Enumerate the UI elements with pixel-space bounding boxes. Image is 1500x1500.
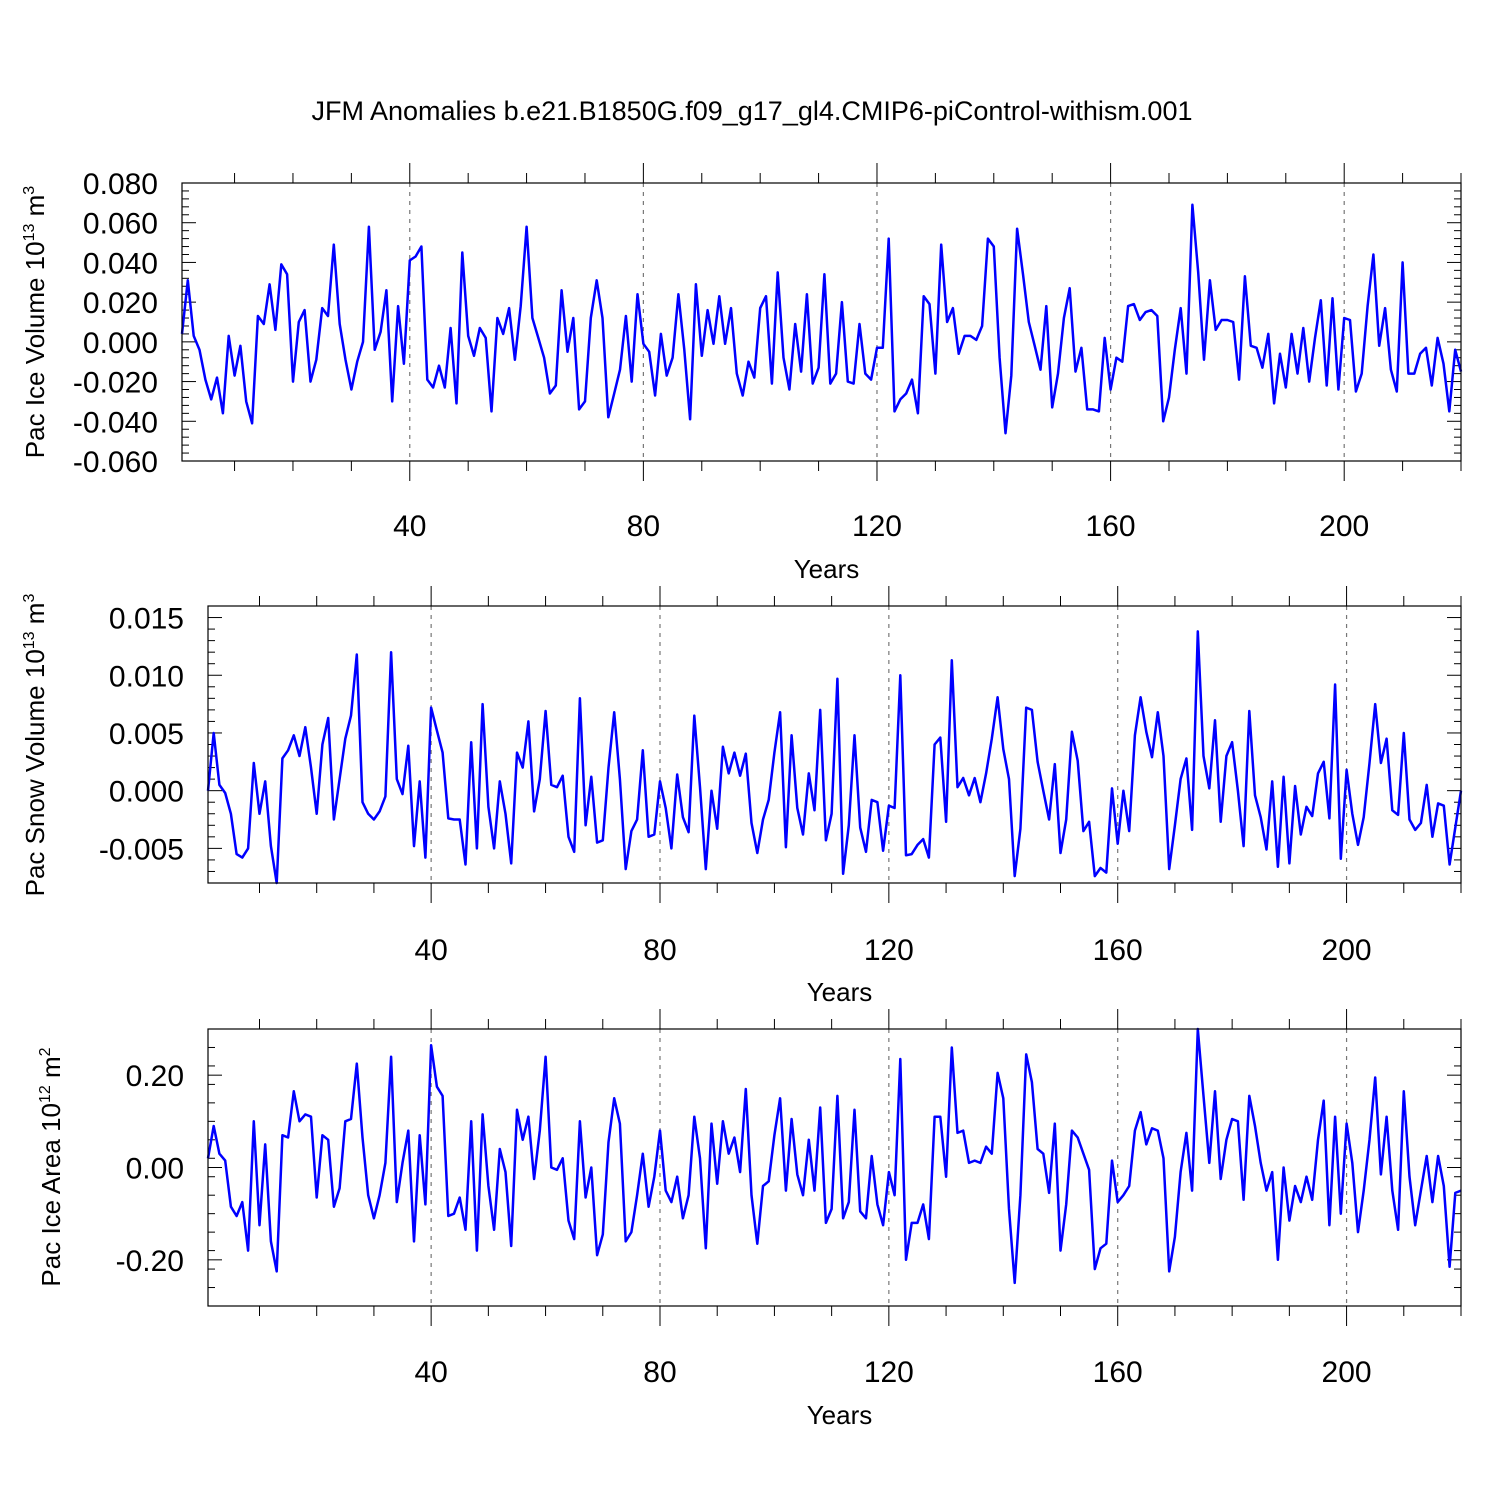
x-tick-label: 40 (414, 934, 447, 967)
y-label-text: Pac Snow Volume 10 (20, 649, 50, 896)
y-tick-label: -0.005 (99, 833, 184, 866)
x-axis-label: Years (807, 1400, 873, 1430)
y-tick-label: 0.015 (109, 603, 184, 636)
y-label-exponent: 13 (21, 223, 38, 241)
x-tick-label: 160 (1093, 1356, 1143, 1389)
y-tick-label: -0.060 (73, 446, 158, 479)
x-tick-label: 80 (643, 934, 676, 967)
y-label-unit-exponent: 3 (21, 594, 38, 603)
y-label-unit-exponent: 2 (37, 1047, 54, 1056)
y-tick-label: -0.20 (116, 1245, 184, 1278)
y-label-unit-exponent: 3 (21, 186, 38, 195)
y-tick-label: 0.000 (109, 776, 184, 809)
y-axis-label: Pac Ice Area 1012 m2 (36, 1047, 66, 1286)
x-tick-label: 200 (1322, 934, 1372, 967)
x-tick-label: 40 (393, 510, 426, 543)
series-line (206, 1027, 1462, 1285)
y-tick-label: 0.000 (83, 327, 158, 360)
y-label-text: Pac Ice Area 10 (36, 1103, 66, 1287)
y-tick-label: 0.010 (109, 660, 184, 693)
figure-title: JFM Anomalies b.e21.B1850G.f09_g17_gl4.C… (312, 96, 1193, 126)
y-tick-label: 0.060 (83, 208, 158, 241)
x-axis-label: Years (794, 554, 860, 584)
y-tick-label: 0.080 (83, 168, 158, 201)
x-tick-label: 120 (852, 510, 902, 543)
y-label-text: Pac Ice Volume 10 (20, 241, 50, 458)
y-tick-label: -0.040 (73, 406, 158, 439)
panels: -0.060 -0.040 -0.020 0.000 0.020 0.040 0.060 0.… (20, 163, 1463, 1430)
y-label-unit: m (36, 1056, 66, 1085)
y-tick-label: -0.020 (73, 367, 158, 400)
series-line (180, 203, 1463, 435)
series-line (206, 630, 1463, 885)
y-tick-label: 0.020 (83, 287, 158, 320)
x-tick-label: 40 (414, 1356, 447, 1389)
y-tick-label: 0.00 (126, 1153, 184, 1186)
panel-2: -0.005 0.000 0.005 0.010 0.015 40 80 120 160 200 Y… (20, 586, 1463, 1007)
x-tick-label: 80 (627, 510, 660, 543)
x-tick-label: 120 (864, 934, 914, 967)
y-label-unit: m (20, 603, 50, 632)
y-label-exponent: 13 (21, 631, 38, 649)
panel-1: -0.060 -0.040 -0.020 0.000 0.020 0.040 0.060 0.… (20, 163, 1463, 584)
y-axis-label: Pac Snow Volume 1013 m3 (20, 594, 50, 897)
x-tick-label: 120 (864, 1356, 914, 1389)
x-tick-label: 160 (1093, 934, 1143, 967)
x-tick-label: 200 (1319, 510, 1369, 543)
y-axis-label: Pac Ice Volume 1013 m3 (20, 186, 50, 459)
plot-frame (207, 605, 1462, 884)
plot-frame (207, 1028, 1462, 1307)
plot-frame (181, 182, 1462, 462)
y-tick-label: 0.040 (83, 247, 158, 280)
x-tick-label: 160 (1086, 510, 1136, 543)
x-axis-label: Years (807, 977, 873, 1007)
y-label-exponent: 12 (37, 1085, 54, 1103)
y-tick-label: 0.005 (109, 718, 184, 751)
x-tick-label: 80 (643, 1356, 676, 1389)
x-tick-label: 200 (1322, 1356, 1372, 1389)
panel-3: -0.20 0.00 0.20 40 80 120 160 200 Years Pac Ice A… (36, 1009, 1462, 1430)
y-tick-label: 0.20 (126, 1060, 184, 1093)
y-label-unit: m (20, 195, 50, 224)
